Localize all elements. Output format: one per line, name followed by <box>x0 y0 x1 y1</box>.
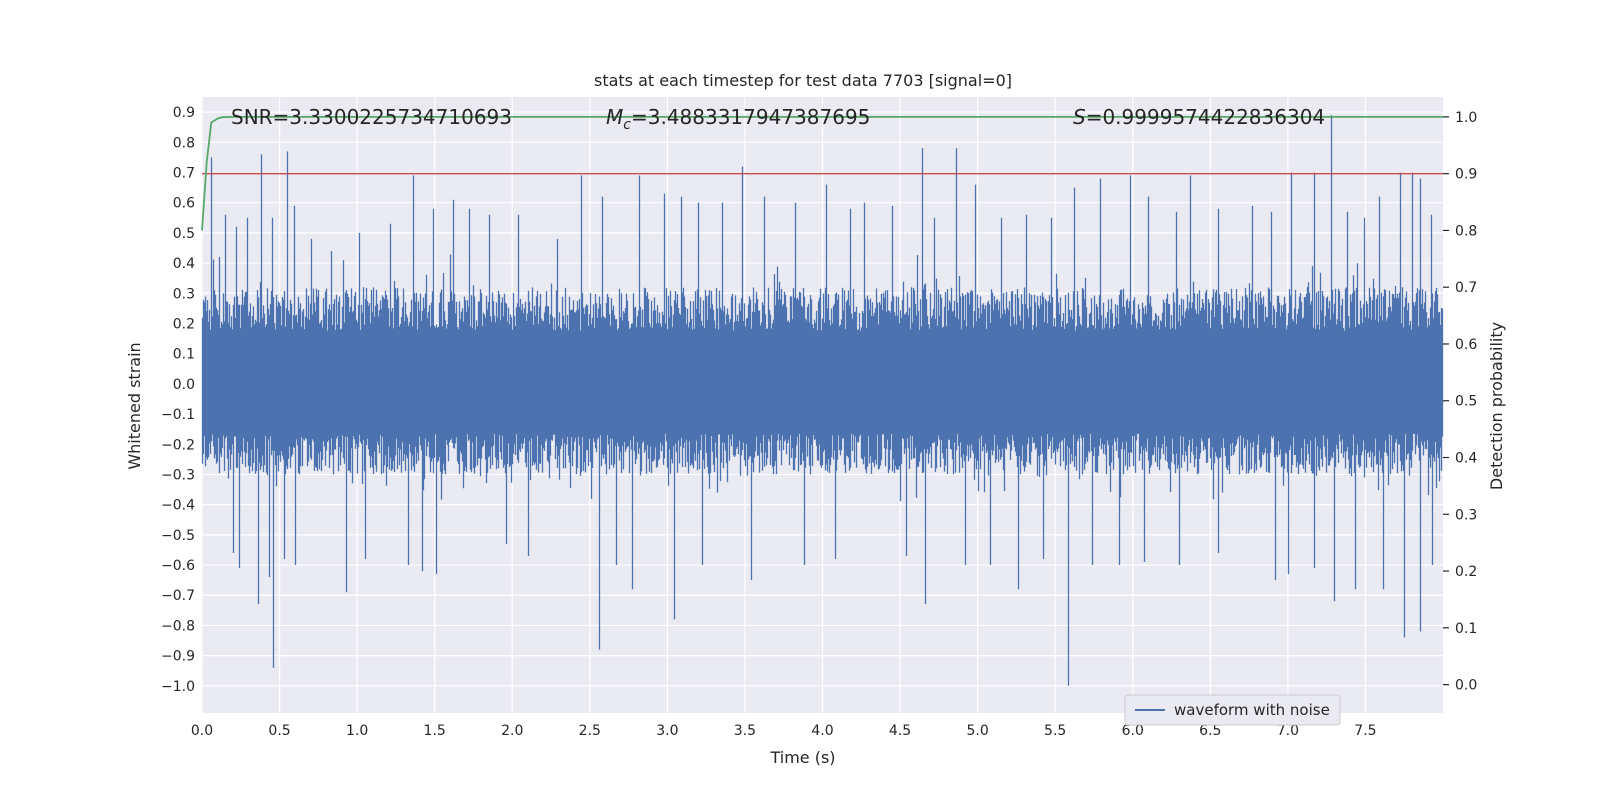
left-y-tick-label: −0.3 <box>161 467 195 483</box>
left-y-axis: 0.9 0.8 0.7 0.6 0.5 0.4 0.3 0.2 0.1 0.0 −0.1 −0.2 −0… <box>161 105 195 695</box>
left-y-tick-label: 0.3 <box>173 286 195 302</box>
x-tick-label: 5.0 <box>966 723 988 739</box>
chart-title: stats at each timestep for test data 770… <box>594 71 1012 90</box>
left-y-tick-label: 0.5 <box>173 226 195 242</box>
left-y-tick-label: 0.4 <box>173 256 195 272</box>
left-y-tick-label: 0.1 <box>173 347 195 363</box>
left-y-tick-label: −0.4 <box>161 498 195 514</box>
x-tick-label: 6.5 <box>1199 723 1221 739</box>
right-y-tick-label: 0.9 <box>1455 167 1477 183</box>
x-tick-label: 2.5 <box>579 723 601 739</box>
legend-box <box>1124 694 1341 726</box>
x-tick-label: 6.0 <box>1122 723 1144 739</box>
chirp-mass-symbol: M <box>606 105 623 129</box>
x-tick-label: 4.0 <box>811 723 833 739</box>
x-tick-label: 1.0 <box>346 723 368 739</box>
x-tick-label: 7.0 <box>1277 723 1299 739</box>
probability-layer <box>201 116 1443 231</box>
legend-label: waveform with noise <box>1174 701 1330 719</box>
left-y-tick-label: 0.2 <box>173 316 195 332</box>
waveform-line <box>201 115 1444 686</box>
x-axis: 0.0 0.5 1.0 1.5 2.0 2.5 3.0 3.5 4.0 4.5 5.0 5.5 6.0 6… <box>191 723 1377 739</box>
waveform-series <box>201 115 1444 686</box>
right-y-tick-label: 0.0 <box>1455 678 1477 694</box>
left-y-tick-label: 0.6 <box>173 196 195 212</box>
left-y-tick-label: −0.2 <box>161 437 195 453</box>
left-y-axis-label: Whitened strain <box>125 342 144 469</box>
right-y-tick-label: 0.7 <box>1455 280 1477 296</box>
left-y-tick-label: 0.9 <box>173 105 195 121</box>
detection-probability-line <box>201 116 1443 231</box>
left-y-tick-label: 0.8 <box>173 135 195 151</box>
left-y-tick-label: −1.0 <box>161 679 195 695</box>
right-y-tick-label: 0.8 <box>1455 223 1477 239</box>
x-tick-label: 4.5 <box>889 723 911 739</box>
left-y-tick-label: 0.7 <box>173 165 195 181</box>
right-y-tick-label: 0.2 <box>1455 564 1477 580</box>
left-y-tick-label: −0.5 <box>161 528 195 544</box>
right-y-axis: 1.0 0.9 0.8 0.7 0.6 0.5 0.4 0.3 0.2 0.1 0.0 <box>1443 110 1477 694</box>
x-tick-label: 1.5 <box>424 723 446 739</box>
x-tick-label: 3.0 <box>656 723 678 739</box>
left-y-tick-label: −0.7 <box>161 588 195 604</box>
left-y-tick-label: 0.0 <box>173 377 195 393</box>
chirp-mass-annotation: Mc=3.4883317947387695 <box>606 105 870 133</box>
x-tick-label: 3.5 <box>734 723 756 739</box>
left-y-tick-label: −0.1 <box>161 407 195 423</box>
detection-score-value: =0.9999574422836304 <box>1086 105 1325 129</box>
x-tick-label: 0.0 <box>191 723 213 739</box>
left-y-tick-label: −0.9 <box>161 649 195 665</box>
right-y-tick-label: 0.6 <box>1455 337 1477 353</box>
right-y-tick-label: 0.5 <box>1455 394 1477 410</box>
right-y-tick-label: 1.0 <box>1455 110 1477 126</box>
x-axis-label: Time (s) <box>769 748 835 767</box>
x-tick-label: 7.5 <box>1354 723 1376 739</box>
right-y-tick-label: 0.3 <box>1455 507 1477 523</box>
x-tick-label: 0.5 <box>268 723 290 739</box>
right-y-tick-label: 0.4 <box>1455 451 1477 467</box>
right-y-axis-label: Detection probability <box>1487 322 1506 490</box>
legend: waveform with noise <box>1124 694 1341 726</box>
left-y-tick-label: −0.8 <box>161 618 195 634</box>
snr-annotation: SNR=3.3300225734710693 <box>231 105 512 129</box>
detection-score-annotation: S=0.9999574422836304 <box>1073 105 1325 129</box>
x-tick-label: 2.0 <box>501 723 523 739</box>
chirp-mass-subscript: c <box>623 117 631 133</box>
chirp-mass-value: =3.4883317947387695 <box>631 105 870 129</box>
x-tick-label: 5.5 <box>1044 723 1066 739</box>
right-y-tick-label: 0.1 <box>1455 621 1477 637</box>
detection-score-symbol: S <box>1073 105 1086 129</box>
left-y-tick-label: −0.6 <box>161 558 195 574</box>
